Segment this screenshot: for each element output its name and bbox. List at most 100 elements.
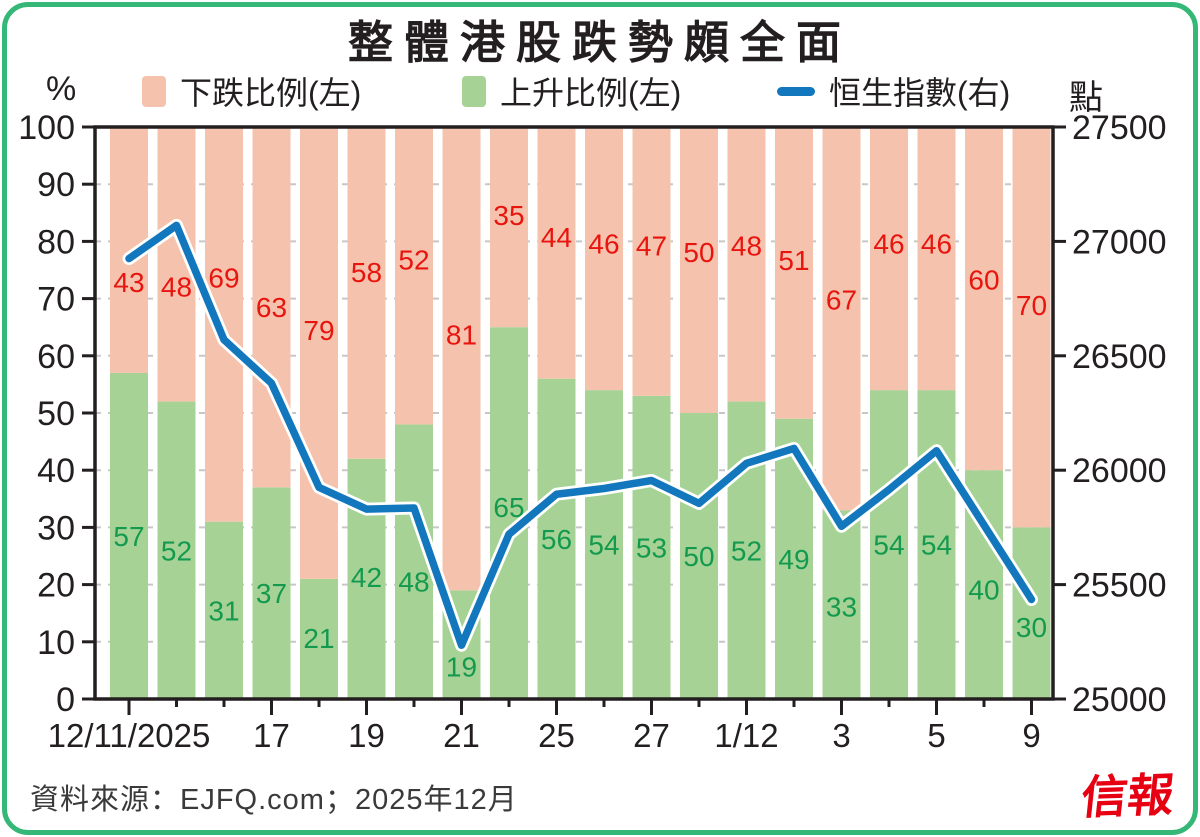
x-axis-label: 19 bbox=[348, 717, 385, 754]
bar-down-value-label: 60 bbox=[968, 265, 999, 296]
bar-up-value-label: 37 bbox=[256, 578, 287, 609]
bar-up-value-label: 50 bbox=[683, 541, 714, 572]
legend-label: 上升比例(左) bbox=[500, 75, 682, 111]
y-axis-left-label: 30 bbox=[37, 509, 75, 547]
hsi-line bbox=[125, 221, 1036, 649]
bar-up-segment bbox=[680, 413, 718, 699]
y-axis-right-label: 27000 bbox=[1072, 223, 1167, 261]
bar-down-value-label: 79 bbox=[303, 315, 334, 346]
y-axis-left-label: 60 bbox=[37, 338, 75, 376]
bar-up-segment bbox=[157, 401, 196, 699]
hsi-line-swatch-icon bbox=[777, 86, 815, 96]
x-axis-label: 9 bbox=[1022, 717, 1040, 754]
bar-up-value-label: 54 bbox=[588, 530, 619, 561]
chart-title: 整體港股跌勢頗全面 bbox=[347, 17, 852, 68]
y-axis-right-label: 26000 bbox=[1072, 452, 1167, 490]
x-axis-label: 27 bbox=[633, 717, 670, 754]
right-axis-unit-label: 點 bbox=[1069, 79, 1103, 117]
bar-down-segment bbox=[585, 127, 623, 391]
x-axis-label: 17 bbox=[253, 717, 290, 754]
bar-up-value-label: 52 bbox=[731, 535, 762, 566]
bar-down-segment bbox=[822, 127, 861, 511]
bar-up-segment bbox=[110, 372, 148, 699]
y-axis-right-label: 26500 bbox=[1072, 338, 1167, 376]
bar-up-segment bbox=[252, 487, 291, 699]
bar-down-value-label: 48 bbox=[731, 230, 762, 261]
bar-down-segment bbox=[965, 127, 1003, 471]
bar-up-segment bbox=[537, 378, 576, 699]
bar-down-segment bbox=[300, 127, 338, 579]
bar-down-segment bbox=[1012, 127, 1051, 528]
bar-up-segment bbox=[490, 327, 528, 699]
bar-up-value-label: 30 bbox=[1016, 612, 1047, 643]
bar-down-value-label: 52 bbox=[398, 245, 429, 276]
bar-down-segment bbox=[727, 127, 766, 402]
bar-down-segment bbox=[490, 127, 528, 328]
bar-down-value-label: 44 bbox=[541, 222, 572, 253]
bar-down-value-label: 46 bbox=[921, 229, 952, 260]
y-axis-left-label: 0 bbox=[56, 681, 75, 719]
bar-up-value-label: 56 bbox=[541, 524, 572, 555]
bar-up-value-label: 53 bbox=[636, 532, 667, 563]
bar-up-value-label: 42 bbox=[351, 562, 382, 593]
y-axis-left-label: 20 bbox=[37, 567, 75, 605]
y-axis-left-label: 80 bbox=[37, 223, 75, 261]
bar-down-value-label: 51 bbox=[778, 245, 809, 276]
y-axis-right-label: 25000 bbox=[1072, 681, 1167, 719]
y-axis-right-label: 27500 bbox=[1072, 109, 1167, 147]
bar-up-value-label: 54 bbox=[873, 530, 904, 561]
bar-down-segment bbox=[632, 127, 671, 396]
bar-down-value-label: 46 bbox=[588, 229, 619, 260]
chart-area: 4357485269316337792158425248811935654456… bbox=[18, 109, 1167, 754]
bar-down-value-label: 67 bbox=[826, 285, 857, 316]
bar-down-value-label: 48 bbox=[161, 271, 192, 302]
bar-up-segment bbox=[870, 390, 908, 699]
bar-up-segment bbox=[205, 521, 243, 699]
bar-up-segment bbox=[1012, 527, 1051, 699]
x-axis-label: 5 bbox=[927, 717, 945, 754]
bar-up-segment bbox=[727, 401, 766, 699]
bar-up-segment bbox=[632, 395, 671, 699]
bar-down-value-label: 81 bbox=[446, 320, 477, 351]
legend-item-rise-ratio: 上升比例(左) bbox=[462, 70, 681, 112]
bar-up-value-label: 31 bbox=[208, 595, 239, 626]
source-note: 資料來源：EJFQ.com；2025年12月 bbox=[30, 784, 518, 816]
bar-down-segment bbox=[680, 127, 718, 413]
bar-up-value-label: 19 bbox=[446, 652, 477, 683]
legend-label: 恒生指數(右) bbox=[829, 75, 1011, 111]
bar-up-segment bbox=[300, 578, 338, 699]
bar-down-segment bbox=[395, 127, 433, 425]
bar-down-segment bbox=[347, 127, 386, 459]
y-axis-left-label: 50 bbox=[37, 395, 75, 433]
x-axis-label: 21 bbox=[443, 717, 480, 754]
bar-down-value-label: 35 bbox=[493, 200, 524, 231]
legend-item-hang-seng-index: 恒生指數(右) bbox=[777, 70, 1010, 112]
bar-up-value-label: 40 bbox=[968, 575, 999, 606]
y-axis-right-label: 25500 bbox=[1072, 567, 1167, 605]
x-axis-label: 3 bbox=[832, 717, 850, 754]
left-axis-unit-label: % bbox=[46, 70, 77, 108]
x-axis-label: 12/11/2025 bbox=[48, 717, 211, 754]
bar-up-value-label: 52 bbox=[161, 535, 192, 566]
bar-down-value-label: 50 bbox=[683, 237, 714, 268]
bar-down-value-label: 46 bbox=[873, 229, 904, 260]
y-axis-left-label: 10 bbox=[37, 624, 75, 662]
bar-down-segment bbox=[252, 127, 291, 488]
legend-label: 下跌比例(左) bbox=[180, 75, 362, 111]
y-axis-left-label: 40 bbox=[37, 452, 75, 490]
bar-down-segment bbox=[917, 127, 956, 391]
bar-down-segment bbox=[537, 127, 576, 379]
bar-up-segment bbox=[822, 510, 861, 699]
bar-up-value-label: 48 bbox=[398, 567, 429, 598]
publisher-logo: 信報 bbox=[1078, 767, 1177, 825]
y-axis-left-label: 100 bbox=[18, 109, 75, 147]
bar-down-value-label: 58 bbox=[351, 257, 382, 288]
bar-down-value-label: 70 bbox=[1016, 290, 1047, 321]
bar-up-value-label: 57 bbox=[113, 521, 144, 552]
y-axis-left-label: 90 bbox=[37, 166, 75, 204]
bar-up-segment bbox=[585, 390, 623, 699]
bar-down-segment bbox=[442, 127, 481, 591]
bar-up-value-label: 49 bbox=[778, 544, 809, 575]
bar-down-value-label: 69 bbox=[208, 262, 239, 293]
decline-ratio-swatch-icon bbox=[142, 75, 166, 107]
